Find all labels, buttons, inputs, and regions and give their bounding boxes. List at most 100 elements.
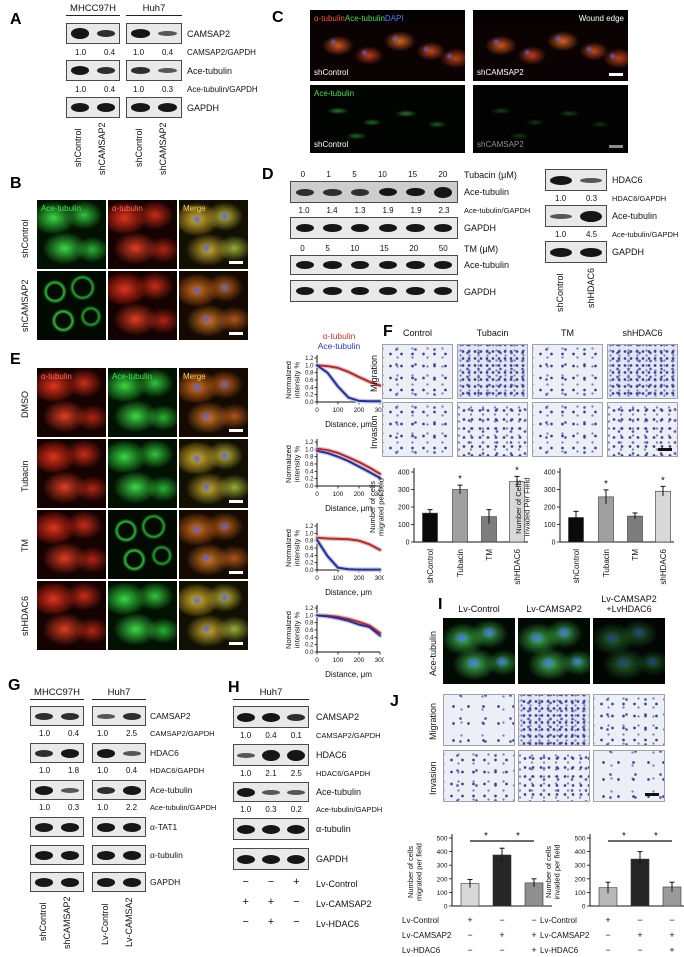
blot-label: HDAC6: [612, 175, 643, 185]
svg-text:1.0: 1.0: [305, 531, 314, 537]
dose-row: 0 1 5 10 15 20: [290, 170, 458, 179]
lane-label: Lv-Control: [100, 903, 110, 945]
panel-letter-d: D: [262, 166, 274, 183]
blot-label: Ace-tubulin: [464, 260, 510, 270]
svg-text:200: 200: [544, 505, 556, 512]
ratio-label: CAMSAP2/GAPDH: [187, 48, 256, 57]
condition-sign: −: [637, 945, 643, 955]
condition-sign: +: [669, 945, 675, 955]
blot-label: Ace-tubulin: [150, 785, 193, 795]
dose: 0: [300, 244, 305, 253]
condition-label: Lv-HDAC6: [316, 919, 360, 929]
svg-text:*: *: [661, 475, 665, 486]
fluorescence-image: [108, 510, 177, 579]
fluorescence-image: [37, 510, 106, 579]
panel-letter-a: A: [10, 11, 22, 28]
condition-sign: +: [467, 915, 473, 925]
column-label: Lv-CAMSAP2: [526, 604, 582, 614]
condition-sign: +: [293, 876, 300, 888]
ratio-value: 1.0: [240, 769, 252, 778]
svg-text:200: 200: [354, 491, 365, 498]
ratio-row: 1.0 1.8 1.0 0.4: [30, 766, 146, 775]
svg-text:0.6: 0.6: [305, 462, 314, 468]
wound-edge-image: Wound edge shCAMSAP2: [473, 10, 628, 81]
fluorescence-image: [179, 271, 248, 340]
svg-text:Invaded Per Field: Invaded Per Field: [523, 478, 532, 537]
svg-text:*: *: [484, 831, 488, 842]
blot-hdac6: [30, 743, 84, 763]
scale-bar: [609, 145, 623, 148]
svg-text:Normalized: Normalized: [286, 529, 293, 567]
ratio-value: 1.0: [96, 729, 109, 738]
transwell-image: [382, 344, 453, 399]
fluorescence-image: [108, 271, 177, 340]
ratio-value: 1.8: [67, 766, 80, 775]
blot-ace-tubulin: [290, 255, 458, 275]
svg-text:shHDAC6: shHDAC6: [659, 548, 668, 584]
svg-text:0.6: 0.6: [305, 378, 314, 384]
cell-line-header: Huh7: [126, 3, 182, 16]
blot-label: CAMSAP2: [316, 712, 360, 722]
svg-text:Normalized: Normalized: [286, 611, 293, 649]
blot-hdac6: [92, 743, 146, 763]
dose: 5: [325, 244, 330, 253]
transwell-image: [593, 750, 665, 802]
condition-sign: +: [267, 896, 275, 908]
blot-label: Ace-tubulin: [187, 66, 233, 76]
ratio-value: 0.4: [125, 766, 138, 775]
svg-text:0: 0: [315, 491, 319, 498]
fluorescence-image: Merge: [179, 200, 248, 269]
row-label: shCAMSAP2: [20, 279, 30, 332]
ratio-row: 1.0 0.4 0.1: [233, 731, 309, 740]
condition-sign: +: [242, 896, 249, 908]
condition-sign: −: [637, 915, 643, 925]
svg-text:Distance, μm: Distance, μm: [325, 670, 372, 679]
scale-bar: [229, 500, 243, 503]
condition-sign: +: [605, 915, 611, 925]
transwell-image: [607, 344, 678, 399]
svg-text:Distance, μm: Distance, μm: [325, 588, 372, 597]
svg-text:0.8: 0.8: [305, 539, 314, 545]
column-label: +LvHDAC6: [606, 604, 652, 614]
chart-legend: α-tubulin Ace-tubulin: [296, 331, 382, 351]
condition-sign: −: [605, 930, 611, 940]
dose: 5: [352, 170, 357, 179]
blot-label: HDAC6: [150, 748, 179, 758]
fluorescence-image: Ace-tubulin: [37, 200, 106, 269]
intensity-chart-shhdac6: 0.0 0.2 0.4 0.6 0.8 1.0 1.2 0 100 200 300 Distance,…: [284, 602, 386, 685]
blot-label: α-TAT1: [150, 822, 178, 832]
ratio-value: 1.0: [38, 803, 51, 812]
ratio-label: HDAC6/GAPDH: [316, 769, 371, 778]
lane-label: shControl: [555, 273, 565, 312]
transwell-image: [593, 694, 665, 746]
blot-label: GAPDH: [187, 103, 220, 113]
dose: 20: [409, 244, 419, 253]
svg-text:200: 200: [437, 876, 448, 883]
svg-text:300: 300: [375, 575, 384, 582]
lane-label: shControl: [38, 902, 48, 941]
fluorescence-image: Ace-tubulin: [108, 368, 177, 437]
blot-gapdh: [290, 280, 458, 302]
transwell-image: [443, 694, 515, 746]
blot-alpha-tubulin: [92, 845, 146, 865]
fluorescence-image: [179, 439, 248, 508]
blot-label: α-tubulin: [150, 850, 183, 860]
condition-sign: −: [499, 915, 505, 925]
transwell-image: [457, 344, 528, 399]
condition-sign: −: [242, 916, 249, 928]
column-label: Lv-CAMSAP2: [601, 594, 657, 604]
condition-row: + + −: [233, 896, 309, 908]
transwell-image: [518, 750, 590, 802]
ratio-value: 0.1: [290, 731, 302, 740]
ratio-value: 1.0: [240, 731, 252, 740]
image-label: shCAMSAP2: [477, 140, 524, 149]
ratio-value: 1.0: [554, 194, 567, 203]
fluorescence-image: shCAMSAP2: [473, 85, 628, 153]
svg-text:0: 0: [315, 407, 319, 414]
ratio-value: 0.4: [67, 729, 80, 738]
ratio-row: 1.0 4.5: [545, 230, 607, 239]
svg-text:100: 100: [544, 522, 556, 529]
blot-alpha-tubulin: [233, 818, 309, 840]
fluorescence-image: α-tubulin: [108, 200, 177, 269]
condition-label: Lv-CAMSAP2: [402, 931, 452, 940]
